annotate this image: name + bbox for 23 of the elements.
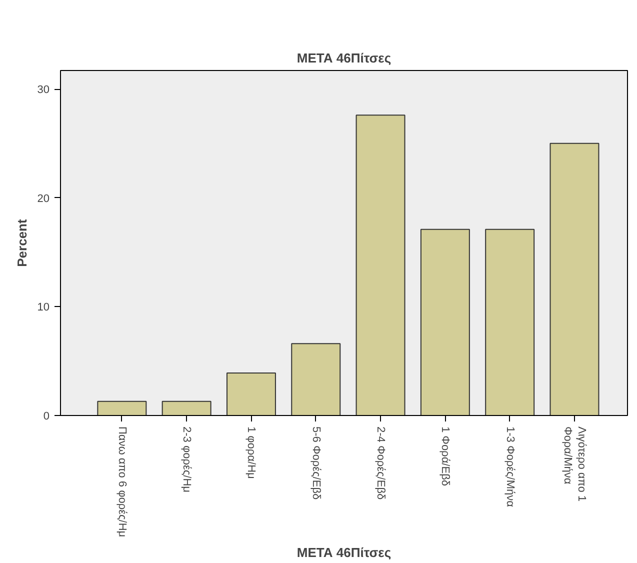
x-tick-label: 2-4 Φορές/Εβδ bbox=[374, 426, 387, 500]
x-tick-label: 2-3 φορές/Ημ bbox=[180, 426, 193, 493]
x-tick-label: 5-6 Φορές/Εβδ bbox=[310, 426, 322, 500]
y-tick-label: 20 bbox=[37, 192, 50, 205]
bar bbox=[97, 400, 147, 416]
bar bbox=[420, 228, 470, 416]
y-tick-label: 30 bbox=[37, 84, 50, 96]
bar bbox=[226, 372, 276, 416]
x-axis-title: ΜΕΤΑ 46Πίτσες bbox=[296, 545, 392, 560]
x-tick-label: Πανω απο 6 φορές/Ημ bbox=[116, 426, 128, 538]
y-axis-title: Percent bbox=[14, 218, 30, 267]
x-tick-label: 1 φορα/Ημ bbox=[245, 426, 258, 479]
bar bbox=[550, 142, 600, 416]
bar bbox=[291, 343, 341, 416]
bar bbox=[162, 400, 212, 416]
x-tick-label: 1 Φορά/Εβδ bbox=[439, 426, 452, 486]
bar bbox=[485, 228, 535, 416]
y-tick-label: 0 bbox=[43, 410, 50, 422]
bar bbox=[356, 114, 406, 416]
y-tick-label: 10 bbox=[37, 302, 50, 314]
x-tick-label: 1-3 Φορές/Μήνα bbox=[504, 426, 516, 508]
x-tick-label: Λιγότερο απο 1 Φορα/Μήνα bbox=[561, 426, 588, 502]
chart-title: ΜΕΤΑ 46Πίτσες bbox=[296, 50, 392, 66]
